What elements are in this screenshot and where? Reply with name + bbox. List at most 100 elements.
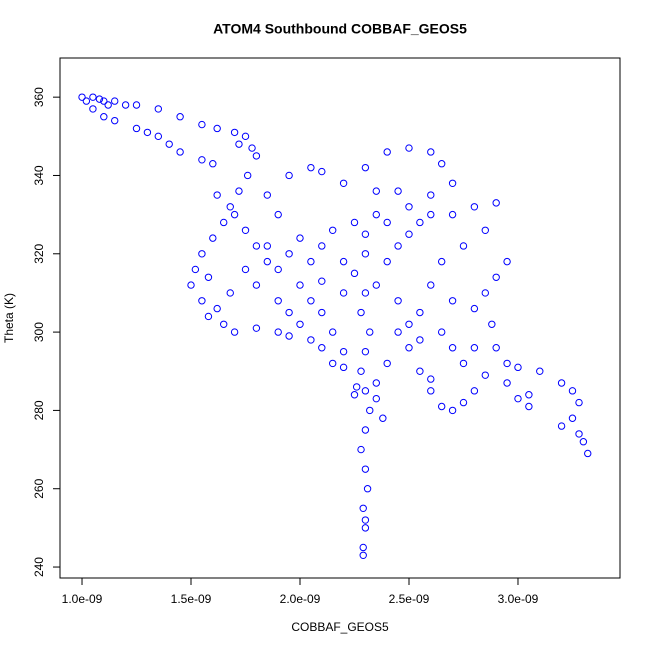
point (89, 105, 97, 113)
point (339, 347, 348, 356)
point (198, 156, 206, 164)
point (226, 289, 234, 297)
point (503, 379, 511, 387)
point (307, 163, 315, 172)
point (95, 95, 104, 103)
point (394, 187, 402, 195)
point (285, 332, 293, 340)
point (448, 406, 457, 415)
point (204, 312, 213, 321)
chart-title: ATOM4 Southbound COBBAF_GEOS5 (213, 21, 467, 37)
y-tick-label: 300 (32, 322, 46, 342)
point (187, 281, 195, 289)
point (416, 336, 424, 344)
y-axis-label: Theta (K) (2, 293, 16, 343)
point (557, 422, 566, 430)
point (575, 430, 583, 438)
point (296, 281, 304, 289)
y-tick-label: 280 (32, 400, 46, 420)
point (525, 391, 533, 399)
point (198, 120, 206, 129)
point (459, 398, 468, 407)
point (243, 171, 252, 180)
y-tick-label: 340 (32, 165, 46, 185)
point (318, 308, 326, 317)
point (514, 363, 522, 372)
point (361, 524, 370, 532)
point (575, 398, 583, 407)
point (359, 543, 367, 552)
point (230, 210, 239, 219)
point (350, 391, 359, 399)
point (121, 101, 130, 109)
point (318, 167, 326, 176)
point (405, 203, 413, 211)
point (383, 148, 391, 156)
x-tick-label: 1.5e-09 (171, 592, 212, 606)
point (252, 242, 261, 250)
point (241, 132, 250, 141)
point (361, 250, 370, 258)
point (339, 363, 348, 372)
point (372, 379, 380, 387)
point (204, 273, 213, 281)
point (252, 324, 261, 332)
point (213, 191, 221, 199)
point (226, 203, 234, 211)
point (361, 163, 370, 172)
point (363, 485, 372, 493)
point (263, 257, 272, 266)
point (263, 191, 272, 199)
point (492, 344, 500, 352)
point (307, 336, 315, 344)
plot-frame (59, 57, 621, 579)
point (357, 308, 365, 317)
point (379, 414, 387, 422)
point (328, 226, 337, 234)
point (372, 394, 380, 403)
point (427, 148, 435, 156)
point (198, 297, 206, 305)
point (352, 383, 361, 391)
point (383, 359, 391, 368)
point (235, 140, 243, 148)
point (470, 203, 479, 211)
point (132, 101, 141, 109)
point (361, 426, 370, 434)
point (235, 187, 243, 195)
point (318, 344, 326, 352)
point (361, 516, 370, 524)
point (285, 171, 293, 180)
point (154, 105, 163, 113)
point (285, 250, 293, 258)
point (481, 289, 489, 297)
point (220, 218, 228, 227)
point (488, 320, 496, 328)
point (339, 257, 348, 266)
point (437, 257, 446, 266)
point (427, 210, 435, 219)
point (361, 347, 370, 356)
point (427, 281, 435, 289)
point (416, 308, 424, 317)
point (437, 160, 446, 168)
point (307, 297, 315, 305)
point (366, 328, 374, 336)
point (470, 344, 479, 352)
point (557, 379, 566, 387)
point (191, 265, 200, 274)
point (427, 387, 435, 395)
point (143, 128, 152, 137)
point (383, 218, 391, 227)
point (241, 226, 250, 234)
x-tick-label: 2.0e-09 (280, 592, 321, 606)
point (285, 308, 293, 317)
point (405, 344, 413, 352)
x-tick-label: 3.0e-09 (498, 592, 539, 606)
x-tick-label: 1.0e-09 (62, 592, 103, 606)
point (263, 242, 272, 250)
point (481, 371, 489, 379)
point (584, 449, 592, 458)
